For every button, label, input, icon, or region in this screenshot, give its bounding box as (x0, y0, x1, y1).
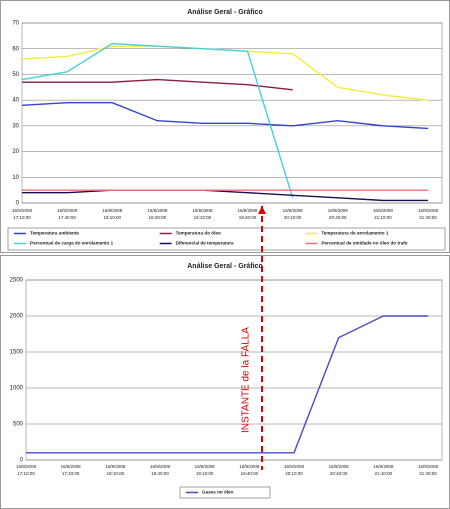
x-tick-label: 16/9/2008 19:40:00 (239, 464, 260, 476)
x-tick-label: 16/9/2008 18:10:00 (105, 464, 126, 476)
legend-label: Temperatura do enrolamento 1 (321, 231, 388, 236)
annotation: INSTANTE de la FALLA (241, 327, 252, 433)
fault-arrow (258, 206, 266, 214)
legend-label: Temperatura do óleo (176, 231, 221, 236)
y-tick-label: 2500 (10, 278, 24, 284)
y-tick-label: 70 (12, 21, 19, 27)
x-tick-label: 16/9/2008 21:40:00 (418, 208, 439, 220)
legend-label: Percentual de carga do enrolamento 1 (30, 241, 114, 246)
x-tick-label: 16/9/2008 20:40:00 (329, 464, 350, 476)
plot-area (25, 279, 443, 461)
y-tick-label: 500 (13, 422, 24, 428)
x-tick-label: 16/9/2008 21:10:00 (373, 464, 394, 476)
y-tick-label: 2000 (10, 314, 24, 320)
x-tick-label: 16/9/2008 19:40:00 (238, 208, 259, 220)
x-tick-label: 16/9/2008 18:40:00 (150, 464, 171, 476)
legend-label: Temperatura ambiente (30, 231, 79, 236)
chart-title: Análise Geral - Gráfico (187, 263, 262, 270)
legend-box (7, 227, 446, 251)
legend-label: Gases no óleo (202, 490, 234, 495)
y-tick-label: 50 (12, 72, 19, 78)
legend-label: Diferencial de temperatura (176, 241, 234, 246)
y-tick-label: 60 (12, 46, 19, 52)
x-tick-label: 16/9/2008 17:10:00 (16, 464, 37, 476)
x-tick-label: 16/9/2008 18:40:00 (147, 208, 168, 220)
x-tick-label: 16/9/2008 20:10:00 (284, 464, 305, 476)
y-tick-label: 1500 (10, 350, 24, 356)
x-tick-label: 16/9/2008 21:10:00 (373, 208, 394, 220)
y-tick-label: 0 (20, 458, 24, 464)
x-tick-label: 16/9/2008 17:40:00 (57, 208, 78, 220)
series-line (26, 315, 428, 454)
y-tick-label: 10 (12, 175, 19, 181)
legend-label: Percentual de umidade no óleo do trafo (321, 241, 407, 246)
series-line (22, 78, 293, 91)
y-tick-label: 20 (12, 149, 19, 155)
x-tick-label: 16/9/2008 21:40:00 (418, 464, 439, 476)
y-tick-label: 1000 (10, 386, 24, 392)
series-line (21, 42, 294, 199)
y-tick-label: 40 (12, 98, 19, 104)
chart-title: Análise Geral - Gráfico (187, 9, 262, 16)
x-tick-label: 16/9/2008 20:10:00 (283, 208, 304, 220)
series-line (21, 102, 429, 130)
x-tick-label: 16/9/2008 20:40:00 (328, 208, 349, 220)
x-tick-label: 16/9/2008 19:10:00 (192, 208, 213, 220)
x-tick-label: 16/9/2008 17:10:00 (12, 208, 33, 220)
x-tick-label: 16/9/2008 19:10:00 (195, 464, 216, 476)
x-tick-label: 16/9/2008 17:40:00 (61, 464, 82, 476)
y-tick-label: 30 (12, 123, 19, 129)
series-line (22, 189, 428, 202)
x-tick-label: 16/9/2008 18:10:00 (102, 208, 123, 220)
y-tick-label: 0 (16, 201, 20, 207)
legend-box (179, 486, 271, 499)
